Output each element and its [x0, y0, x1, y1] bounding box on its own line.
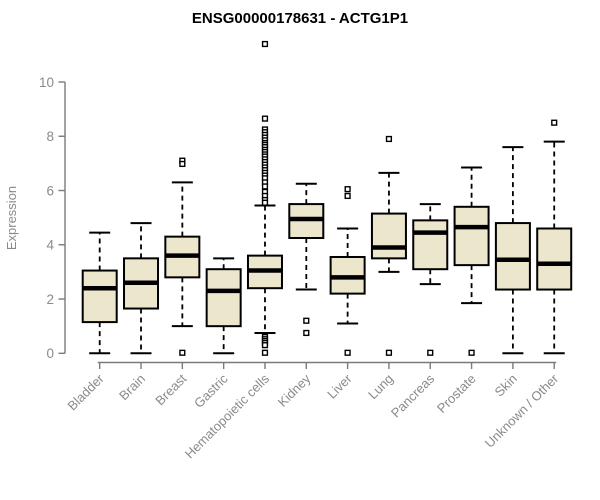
x-tick-label-prostate: Prostate [434, 371, 479, 416]
box-kidney-outlier [303, 329, 310, 337]
x-tick-label-gastric: Gastric [191, 371, 231, 411]
box-lung [370, 212, 407, 260]
box-unknown-other-outlier [551, 119, 558, 126]
box-bladder [81, 269, 118, 324]
box-prostate-outlier [468, 349, 475, 356]
y-axis-label: Expression [4, 186, 19, 250]
box-hematopoietic-cells-outlier [261, 342, 269, 349]
box-lung-outlier [385, 349, 393, 356]
y-tick-label: 4 [46, 238, 54, 253]
x-tick-label-kidney: Kidney [275, 371, 314, 410]
x-tick-label-pancreas: Pancreas [388, 371, 438, 421]
box-prostate [453, 205, 490, 267]
x-tick-label-breast: Breast [152, 371, 189, 408]
x-tick-label-bladder: Bladder [65, 371, 108, 414]
y-tick-label: 2 [46, 292, 54, 307]
x-tick-label-lung: Lung [365, 371, 396, 402]
x-tick-label-liver: Liver [324, 371, 355, 402]
box-breast-outlier [179, 349, 186, 356]
box-hematopoietic-cells-outlier [261, 199, 269, 206]
box-skin [494, 222, 531, 291]
box-pancreas-outlier [427, 349, 434, 356]
y-tick-label: 8 [46, 129, 54, 144]
box-kidney-outlier [303, 317, 310, 324]
box-gastric [205, 268, 242, 328]
box-hematopoietic-cells-outlier [261, 183, 269, 190]
box-hematopoietic-cells-outlier [261, 40, 269, 48]
box-unknown-other [536, 227, 573, 291]
box-pancreas [412, 219, 449, 271]
y-tick-label: 0 [46, 346, 54, 361]
box-hematopoietic-cells-outlier [261, 349, 269, 356]
box-liver-outlier [344, 192, 351, 200]
box-hematopoietic-cells-outlier [261, 115, 269, 122]
y-tick-label: 6 [46, 183, 54, 198]
x-tick-label-skin: Skin [492, 371, 520, 399]
box-lung-outlier [385, 135, 393, 143]
box-liver-outlier [344, 349, 351, 356]
box-breast-outlier [179, 160, 186, 168]
y-tick-label: 10 [39, 75, 54, 90]
chart-title: ENSG00000178631 - ACTG1P1 [192, 10, 408, 27]
x-tick-label-brain: Brain [116, 371, 148, 403]
box-liver-outlier [344, 186, 351, 193]
x-tick-label-unknown-other: Unknown / Other [482, 371, 562, 451]
